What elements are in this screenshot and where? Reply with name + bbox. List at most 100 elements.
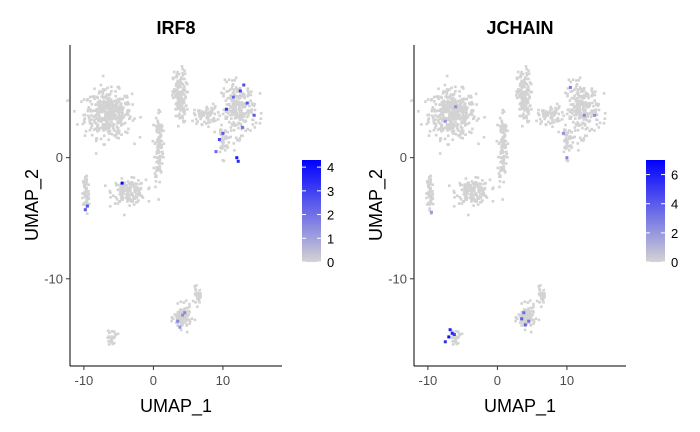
cell-point xyxy=(449,111,452,114)
cell-point xyxy=(426,113,429,117)
cell-point xyxy=(429,202,433,205)
axis-ticks: -10 0 100-10 xyxy=(388,150,574,388)
cell-point xyxy=(575,104,578,108)
cell-point xyxy=(154,175,157,179)
cell-point xyxy=(520,310,524,314)
cell-point xyxy=(115,136,118,139)
cell-point xyxy=(258,92,262,95)
cell-point xyxy=(81,196,84,200)
cell-point xyxy=(454,124,458,127)
cell-point xyxy=(529,330,533,334)
cell-point xyxy=(529,323,532,326)
cell-point xyxy=(434,133,438,137)
cell-point xyxy=(100,109,103,112)
cell-point xyxy=(458,94,462,98)
cell-point xyxy=(155,129,158,132)
cell-point xyxy=(243,104,246,107)
cell-point xyxy=(497,172,501,175)
cell-point xyxy=(458,196,462,199)
cell-point xyxy=(83,184,87,187)
cell-point xyxy=(501,108,505,112)
cell-point xyxy=(515,76,519,80)
cell-point xyxy=(84,188,88,192)
cell-point xyxy=(462,97,466,101)
cell-point xyxy=(466,183,470,186)
cell-point xyxy=(221,112,225,116)
cell-point xyxy=(537,318,541,322)
cell-point xyxy=(451,115,454,118)
cell-point xyxy=(130,92,134,96)
cell-point xyxy=(128,116,132,120)
cell-point xyxy=(525,71,528,75)
cell-point xyxy=(176,321,179,325)
cell-point xyxy=(125,111,129,114)
cell-point xyxy=(481,179,484,182)
cell-point xyxy=(441,92,445,95)
cell-point xyxy=(137,193,140,197)
cell-point xyxy=(503,142,506,145)
cell-point xyxy=(453,340,457,344)
cell-point xyxy=(232,121,236,124)
cell-point xyxy=(89,118,93,121)
cell-point xyxy=(121,189,125,193)
cell-point xyxy=(206,117,210,121)
cell-point xyxy=(469,196,472,199)
cell-point xyxy=(439,124,443,128)
cell-point xyxy=(550,115,554,118)
cell-point xyxy=(99,119,102,122)
cell-point xyxy=(104,184,107,187)
cell-point xyxy=(225,115,229,119)
cell-point xyxy=(240,127,244,131)
cell-point xyxy=(462,200,465,203)
cell-point xyxy=(468,101,471,105)
cell-point xyxy=(103,101,107,105)
cell-point xyxy=(84,203,87,206)
cell-point xyxy=(235,116,239,119)
cell-point xyxy=(110,111,114,115)
cell-point xyxy=(155,166,159,169)
cell-point xyxy=(523,328,527,332)
cell-point xyxy=(175,315,178,318)
cell-point xyxy=(110,132,114,136)
cell-point xyxy=(81,203,85,206)
cell-point xyxy=(157,135,161,139)
cell-point xyxy=(253,102,257,106)
cell-point xyxy=(223,148,227,152)
cell-point xyxy=(576,88,580,91)
cell-point xyxy=(527,316,530,319)
cell-point xyxy=(117,97,120,101)
cell-point xyxy=(503,170,507,173)
cell-point xyxy=(464,133,467,136)
cell-point xyxy=(195,122,198,125)
colorbar-tick-label: 4 xyxy=(671,197,678,212)
cell-point xyxy=(233,123,236,126)
cell-point xyxy=(140,194,143,198)
cell-point xyxy=(530,306,533,310)
cell-point xyxy=(587,120,591,124)
cell-point xyxy=(571,136,575,139)
cell-point xyxy=(181,74,185,77)
cell-point xyxy=(158,165,162,169)
cell-point xyxy=(469,94,473,98)
cell-point xyxy=(206,115,210,118)
cell-point xyxy=(428,203,431,206)
cell-point xyxy=(157,143,160,146)
x-axis-title: UMAP_1 xyxy=(484,396,556,417)
cell-point xyxy=(111,109,115,112)
cell-point xyxy=(185,319,188,322)
cell-point xyxy=(131,198,134,202)
cell-point xyxy=(239,134,243,137)
cell-point xyxy=(135,182,139,186)
expressing-cell-point xyxy=(593,113,597,117)
cell-point xyxy=(527,307,530,310)
cell-point xyxy=(482,188,486,191)
cell-point xyxy=(425,192,428,195)
cell-point xyxy=(568,117,571,120)
cell-point xyxy=(584,109,587,112)
cell-point xyxy=(504,162,508,165)
cell-point xyxy=(100,106,103,110)
cell-point xyxy=(520,324,523,327)
cell-point xyxy=(181,323,184,326)
cell-point xyxy=(440,127,444,130)
cell-point xyxy=(179,320,182,323)
